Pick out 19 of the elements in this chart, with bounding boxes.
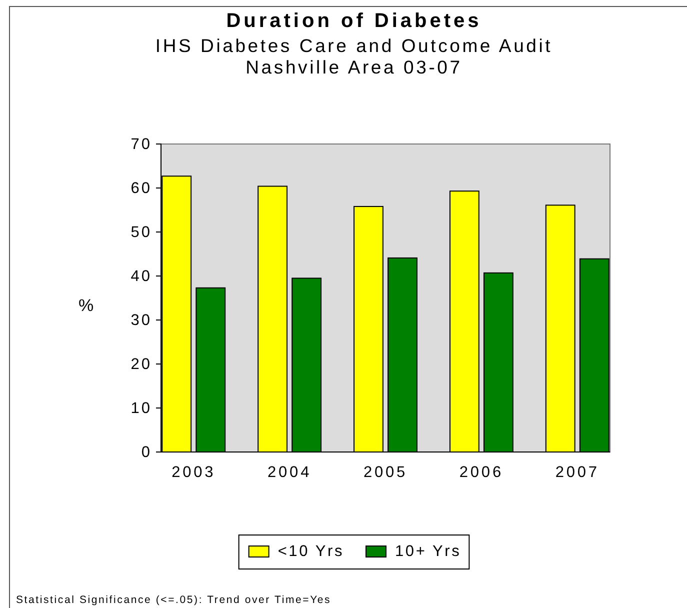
y-axis-title: % [78, 296, 94, 315]
y-tick-label: 60 [130, 180, 152, 197]
y-tick-label: 30 [130, 312, 152, 329]
x-tick-label: 2004 [268, 464, 312, 482]
legend-label: 10+ Yrs [395, 543, 462, 560]
x-tick-label: 2006 [459, 464, 504, 482]
x-tick-label: 2003 [172, 464, 216, 482]
text: Statistical Significance (<=.05): Trend over Time=Yes [16, 594, 332, 606]
chart-subtitle: IHS Diabetes Care and Outcome Audit Nashville Area 03-07 [155, 35, 553, 78]
x-tick-label: 2007 [555, 464, 600, 482]
chart-title: Duration of Diabetes [226, 10, 482, 32]
legend-label: <10 Yrs [278, 543, 344, 560]
y-tick-label: 20 [130, 356, 152, 373]
y-tick-label: 0 [141, 444, 152, 461]
y-tick-label: 50 [130, 224, 152, 241]
y-tick-label: 40 [130, 268, 152, 285]
y-tick-label: 70 [130, 136, 152, 153]
x-tick-label: 2005 [363, 464, 408, 482]
y-tick-label: 10 [130, 400, 152, 417]
